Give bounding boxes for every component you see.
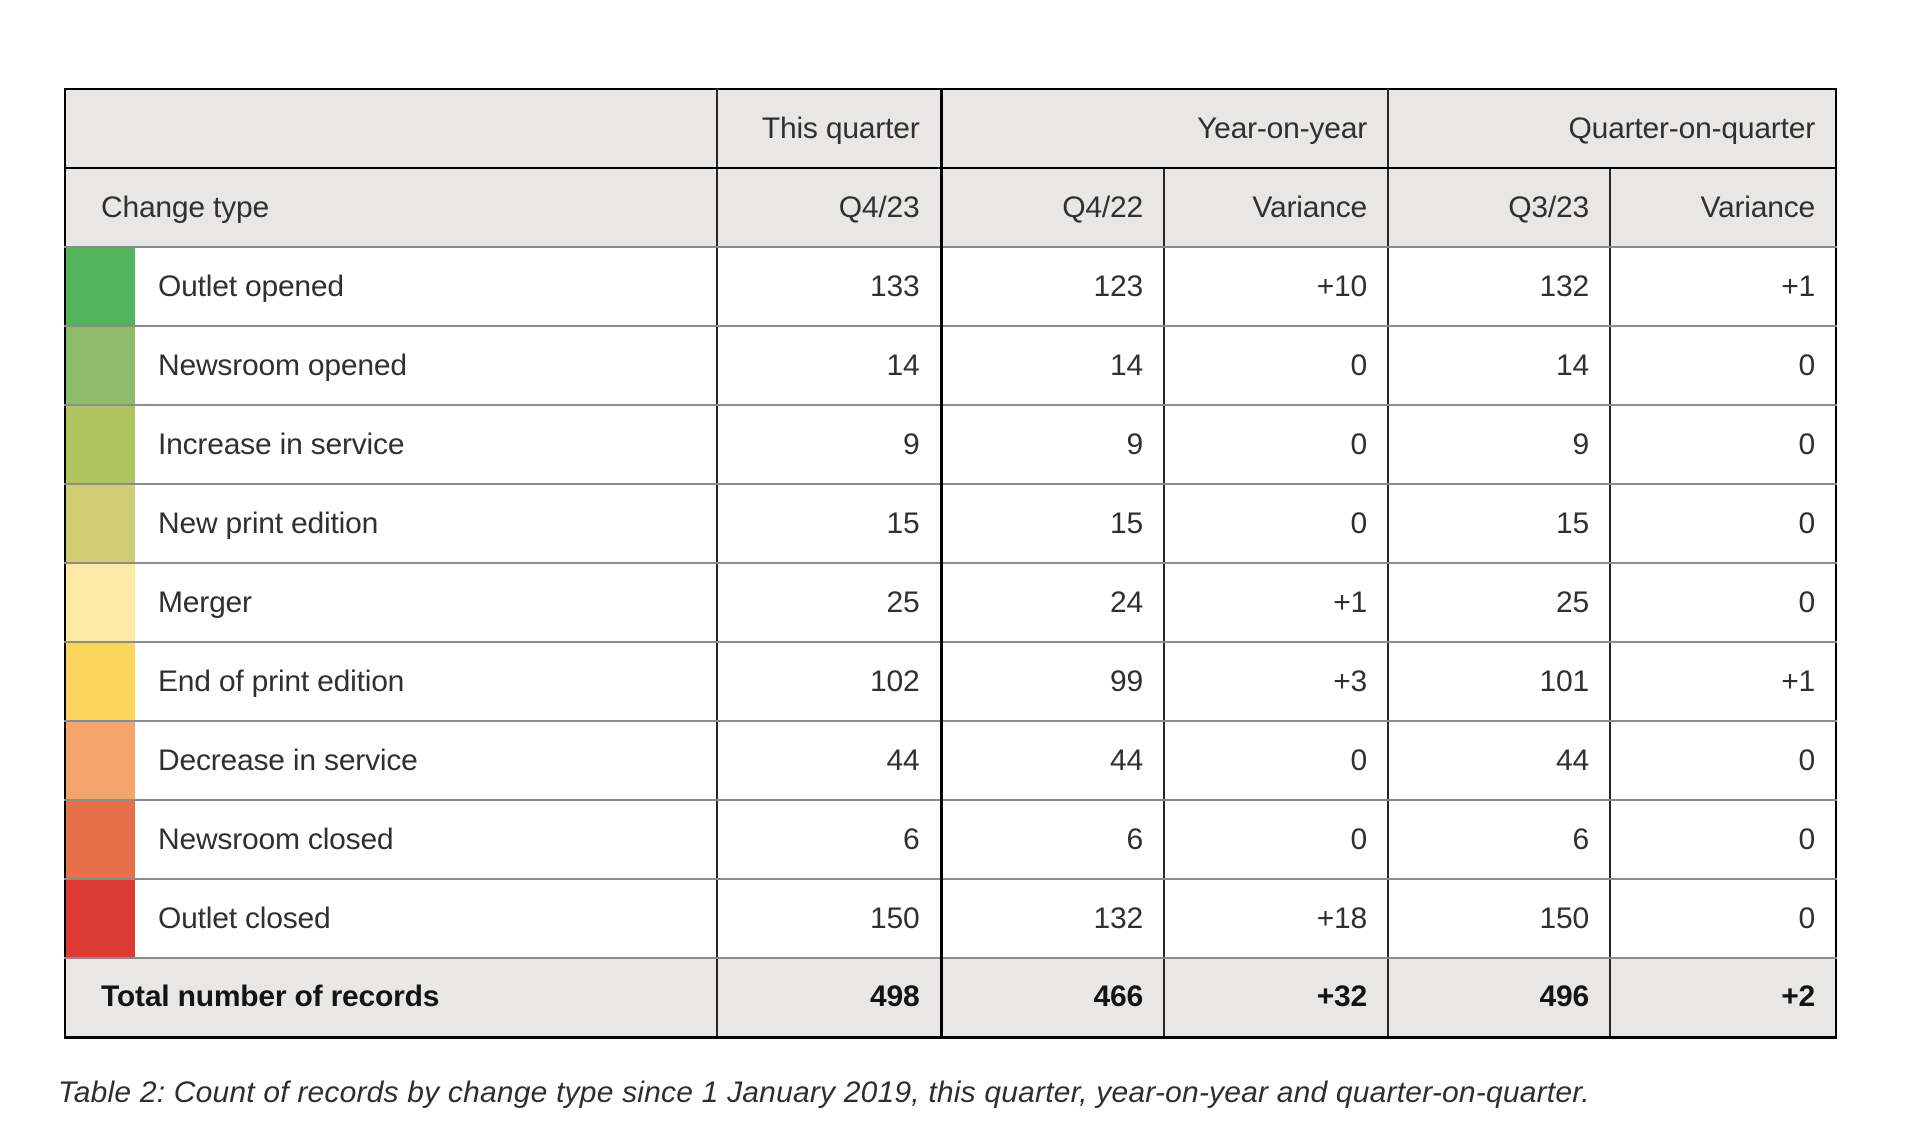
variance-yoy-cell: 0 <box>1163 800 1388 880</box>
table-row: Newsroom closed 6 6 0 6 0 <box>65 800 1837 880</box>
row-color-swatch <box>65 563 135 643</box>
header-group-year-on-year: Year-on-year <box>939 89 1388 169</box>
change-type-label: Outlet opened <box>135 247 717 327</box>
change-type-label: Outlet closed <box>135 879 717 959</box>
variance-qoq-cell: +1 <box>1608 247 1837 327</box>
total-row: Total number of records 498 466 +32 496 … <box>65 958 1837 1037</box>
table-row: Decrease in service 44 44 0 44 0 <box>65 721 1837 801</box>
header-group-row: This quarter Year-on-year Quarter-on-qua… <box>65 89 1837 169</box>
variance-yoy-cell: +3 <box>1163 642 1388 722</box>
variance-yoy-cell: +10 <box>1163 247 1388 327</box>
q3-23-cell: 132 <box>1387 247 1610 327</box>
variance-qoq-cell: 0 <box>1608 879 1837 959</box>
row-color-swatch <box>65 879 135 959</box>
table-body: Outlet opened 133 123 +10 132 +1 Newsroo… <box>65 247 1837 959</box>
table-caption: Table 2: Count of records by change type… <box>58 1076 1590 1109</box>
q4-23-cell: 14 <box>716 326 941 406</box>
table-row: End of print edition 102 99 +3 101 +1 <box>65 642 1837 722</box>
variance-qoq-cell: 0 <box>1608 326 1837 406</box>
q3-23-cell: 15 <box>1387 484 1610 564</box>
q4-22-cell: 15 <box>939 484 1164 564</box>
change-type-label: New print edition <box>135 484 717 564</box>
column-header-q3-23: Q3/23 <box>1387 168 1610 248</box>
variance-yoy-cell: 0 <box>1163 721 1388 801</box>
q4-22-cell: 132 <box>939 879 1164 959</box>
column-header-q4-22: Q4/22 <box>939 168 1164 248</box>
q3-23-cell: 9 <box>1387 405 1610 485</box>
table-row: Newsroom opened 14 14 0 14 0 <box>65 326 1837 406</box>
q4-23-cell: 150 <box>716 879 941 959</box>
q4-23-cell: 15 <box>716 484 941 564</box>
q4-22-cell: 9 <box>939 405 1164 485</box>
change-type-label: Decrease in service <box>135 721 717 801</box>
variance-qoq-cell: 0 <box>1608 800 1837 880</box>
table-row: Outlet opened 133 123 +10 132 +1 <box>65 247 1837 327</box>
variance-qoq-cell: 0 <box>1608 405 1837 485</box>
variance-qoq-cell: +1 <box>1608 642 1837 722</box>
variance-qoq-cell: 0 <box>1608 721 1837 801</box>
q4-23-cell: 133 <box>716 247 941 327</box>
row-color-swatch <box>65 721 135 801</box>
q3-23-cell: 6 <box>1387 800 1610 880</box>
row-color-swatch <box>65 642 135 722</box>
q3-23-cell: 44 <box>1387 721 1610 801</box>
q3-23-cell: 14 <box>1387 326 1610 406</box>
q4-23-cell: 9 <box>716 405 941 485</box>
q4-22-cell: 123 <box>939 247 1164 327</box>
q4-23-cell: 44 <box>716 721 941 801</box>
header-group-this-quarter: This quarter <box>716 89 941 169</box>
total-q4-22-cell: 466 <box>939 958 1164 1037</box>
header-empty-cell <box>65 89 717 169</box>
q4-22-cell: 99 <box>939 642 1164 722</box>
q4-22-cell: 14 <box>939 326 1164 406</box>
row-color-swatch <box>65 247 135 327</box>
header-column-row: Change type Q4/23 Q4/22 Variance Q3/23 V… <box>65 168 1837 248</box>
variance-yoy-cell: 0 <box>1163 405 1388 485</box>
table-row: Outlet closed 150 132 +18 150 0 <box>65 879 1837 959</box>
total-label: Total number of records <box>65 958 717 1037</box>
header-group-quarter-on-quarter: Quarter-on-quarter <box>1386 89 1837 169</box>
column-header-change-type: Change type <box>65 168 717 248</box>
q4-22-cell: 44 <box>939 721 1164 801</box>
q3-23-cell: 101 <box>1387 642 1610 722</box>
change-type-label: Increase in service <box>135 405 717 485</box>
variance-yoy-cell: 0 <box>1163 326 1388 406</box>
table-row: New print edition 15 15 0 15 0 <box>65 484 1837 564</box>
column-header-variance-yoy: Variance <box>1163 168 1388 248</box>
q4-23-cell: 25 <box>716 563 941 643</box>
variance-qoq-cell: 0 <box>1608 484 1837 564</box>
row-color-swatch <box>65 405 135 485</box>
total-variance-yoy-cell: +32 <box>1163 958 1388 1037</box>
q4-23-cell: 6 <box>716 800 941 880</box>
total-variance-qoq-cell: +2 <box>1608 958 1837 1037</box>
row-color-swatch <box>65 326 135 406</box>
variance-yoy-cell: 0 <box>1163 484 1388 564</box>
total-q3-23-cell: 496 <box>1387 958 1610 1037</box>
row-color-swatch <box>65 800 135 880</box>
change-type-label: Merger <box>135 563 717 643</box>
q3-23-cell: 150 <box>1387 879 1610 959</box>
variance-qoq-cell: 0 <box>1608 563 1837 643</box>
q4-22-cell: 24 <box>939 563 1164 643</box>
q3-23-cell: 25 <box>1387 563 1610 643</box>
total-q4-23-cell: 498 <box>716 958 941 1037</box>
column-header-q4-23: Q4/23 <box>716 168 941 248</box>
table-row: Merger 25 24 +1 25 0 <box>65 563 1837 643</box>
table-row: Increase in service 9 9 0 9 0 <box>65 405 1837 485</box>
q4-23-cell: 102 <box>716 642 941 722</box>
variance-yoy-cell: +1 <box>1163 563 1388 643</box>
change-type-label: End of print edition <box>135 642 717 722</box>
change-type-label: Newsroom opened <box>135 326 717 406</box>
change-type-label: Newsroom closed <box>135 800 717 880</box>
q4-22-cell: 6 <box>939 800 1164 880</box>
row-color-swatch <box>65 484 135 564</box>
records-by-change-type-table: This quarter Year-on-year Quarter-on-qua… <box>64 88 1838 1039</box>
column-header-variance-qoq: Variance <box>1608 168 1837 248</box>
variance-yoy-cell: +18 <box>1163 879 1388 959</box>
